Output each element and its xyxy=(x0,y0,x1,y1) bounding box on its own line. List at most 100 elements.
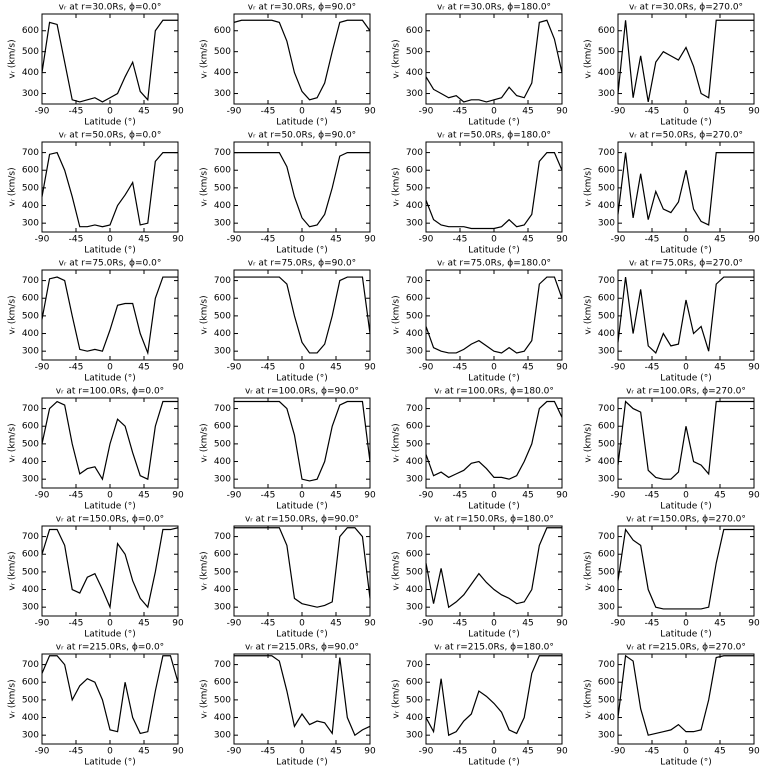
plot-frame xyxy=(41,653,179,745)
x-tick-label: 0 xyxy=(683,363,689,373)
y-tick-label: 500 xyxy=(598,567,615,577)
x-tick-label: 90 xyxy=(172,235,184,245)
x-tick-label: -45 xyxy=(69,363,84,373)
data-line xyxy=(41,400,178,481)
y-tick-label: 600 xyxy=(598,166,615,176)
x-tick-label: 0 xyxy=(491,747,497,757)
y-tick-label: 300 xyxy=(598,603,615,613)
x-axis-label: Latitude (°) xyxy=(468,246,519,256)
y-tick-label: 300 xyxy=(214,347,231,357)
y-axis-label: vᵣ (km/s) xyxy=(200,423,210,462)
x-axis-label: Latitude (°) xyxy=(84,502,135,512)
y-tick-label: 600 xyxy=(22,678,39,688)
y-axis-label: vᵣ (km/s) xyxy=(584,167,594,206)
x-tick-label: 0 xyxy=(107,235,113,245)
panel-title: vᵣ at r=75.0Rs, ϕ=90.0° xyxy=(248,259,356,269)
y-tick-label: 700 xyxy=(598,660,615,670)
data-line xyxy=(617,19,754,103)
data-line xyxy=(41,527,179,610)
panel-title: vᵣ at r=75.0Rs, ϕ=270.0° xyxy=(629,259,743,269)
x-tick-label: 90 xyxy=(364,747,376,757)
y-tick-label: 500 xyxy=(406,567,423,577)
data-line xyxy=(425,19,563,103)
x-tick-label: -90 xyxy=(419,235,434,245)
y-tick-label: 600 xyxy=(214,678,231,688)
y-tick-label: 700 xyxy=(22,148,39,158)
x-tick-label: 0 xyxy=(683,619,689,629)
panel-title: vᵣ at r=150.0Rs, ϕ=0.0° xyxy=(56,515,164,525)
x-tick-label: 0 xyxy=(491,363,497,373)
y-tick-label: 500 xyxy=(406,695,423,705)
x-tick-label: -45 xyxy=(453,491,468,501)
panel-title: vᵣ at r=100.0Rs, ϕ=180.0° xyxy=(434,387,554,397)
y-tick-label: 700 xyxy=(406,404,423,414)
y-tick-label: 500 xyxy=(214,311,231,321)
y-tick-label: 500 xyxy=(22,567,39,577)
x-tick-label: -90 xyxy=(227,363,242,373)
data-line xyxy=(41,655,179,735)
x-tick-label: -90 xyxy=(611,363,626,373)
data-line xyxy=(234,276,371,354)
x-tick-label: 90 xyxy=(556,363,568,373)
x-tick-label: 45 xyxy=(714,235,725,245)
y-axis-label: vᵣ (km/s) xyxy=(584,551,594,590)
y-tick-label: 300 xyxy=(22,89,39,99)
panel-title: vᵣ at r=50.0Rs, ϕ=270.0° xyxy=(629,131,743,141)
y-tick-label: 600 xyxy=(22,422,39,432)
y-axis-label: vᵣ (km/s) xyxy=(200,167,210,206)
x-axis-label: Latitude (°) xyxy=(468,374,519,384)
y-tick-label: 600 xyxy=(22,294,39,304)
y-axis-label: vᵣ (km/s) xyxy=(200,679,210,718)
y-tick-label: 600 xyxy=(406,422,423,432)
x-tick-label: 90 xyxy=(364,235,376,245)
x-tick-label: 45 xyxy=(522,235,533,245)
y-tick-label: 400 xyxy=(598,713,615,723)
y-tick-label: 400 xyxy=(406,457,423,467)
x-tick-label: 0 xyxy=(107,491,113,501)
y-axis-label: vᵣ (km/s) xyxy=(200,39,210,78)
x-tick-label: -45 xyxy=(261,363,276,373)
y-tick-label: 300 xyxy=(214,731,231,741)
y-tick-label: 300 xyxy=(406,603,423,613)
x-tick-label: -90 xyxy=(35,747,50,757)
y-tick-label: 500 xyxy=(214,47,231,57)
x-tick-label: 45 xyxy=(522,747,533,757)
x-tick-label: -90 xyxy=(227,107,242,117)
y-axis-label: vᵣ (km/s) xyxy=(392,167,402,206)
y-tick-label: 300 xyxy=(22,347,39,357)
y-tick-label: 300 xyxy=(598,731,615,741)
x-tick-label: -90 xyxy=(611,619,626,629)
y-tick-label: 500 xyxy=(598,439,615,449)
plot-frame xyxy=(617,525,755,617)
data-line xyxy=(425,527,562,609)
x-tick-label: -45 xyxy=(453,235,468,245)
data-line xyxy=(41,276,178,356)
x-tick-label: 45 xyxy=(330,107,341,117)
y-tick-label: 600 xyxy=(214,26,231,36)
y-tick-label: 400 xyxy=(214,585,231,595)
y-tick-label: 300 xyxy=(406,731,423,741)
x-tick-label: 90 xyxy=(556,619,568,629)
y-tick-label: 600 xyxy=(214,550,231,560)
x-tick-label: 45 xyxy=(714,619,725,629)
x-tick-label: -90 xyxy=(611,107,626,117)
y-tick-label: 300 xyxy=(406,475,423,485)
y-tick-label: 700 xyxy=(22,404,39,414)
y-tick-label: 400 xyxy=(406,713,423,723)
y-axis-label: vᵣ (km/s) xyxy=(200,295,210,334)
y-tick-label: 400 xyxy=(214,201,231,211)
x-tick-label: 90 xyxy=(748,619,760,629)
y-tick-label: 600 xyxy=(22,26,39,36)
x-tick-label: 0 xyxy=(491,107,497,117)
x-tick-label: 0 xyxy=(683,491,689,501)
x-axis-label: Latitude (°) xyxy=(660,374,711,384)
y-tick-label: 300 xyxy=(598,347,615,357)
y-tick-label: 400 xyxy=(598,201,615,211)
x-axis-label: Latitude (°) xyxy=(660,118,711,128)
y-tick-label: 600 xyxy=(598,422,615,432)
x-tick-label: -45 xyxy=(261,747,276,757)
x-tick-label: 90 xyxy=(556,747,568,757)
x-tick-label: 0 xyxy=(683,235,689,245)
x-tick-label: 45 xyxy=(138,747,149,757)
